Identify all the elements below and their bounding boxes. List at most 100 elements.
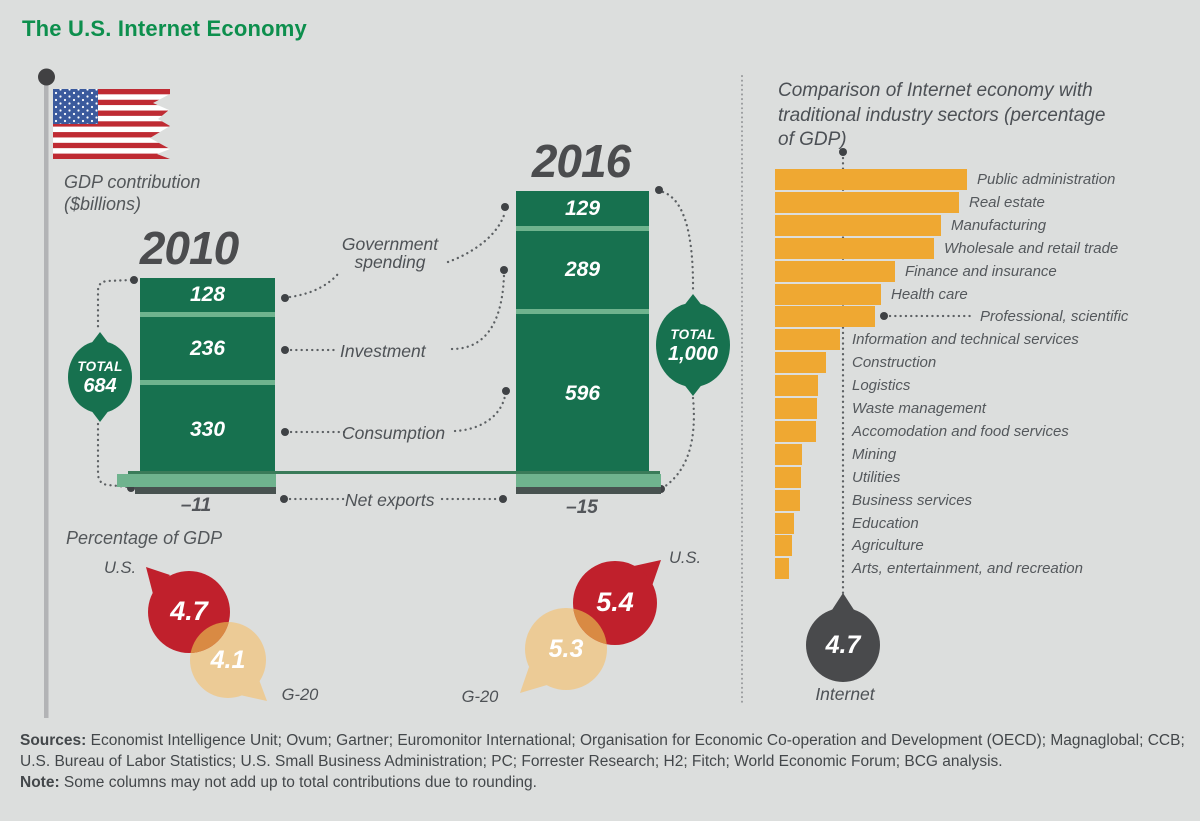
sector-label: Health care bbox=[891, 285, 968, 303]
sector-label: Professional, scientific bbox=[980, 308, 1129, 326]
sector-label: Construction bbox=[852, 354, 937, 372]
segment-investment-2016: 289 bbox=[516, 231, 649, 309]
sector-label: Arts, entertainment, and recreation bbox=[852, 560, 1083, 578]
bubble-pair-2016 bbox=[520, 560, 661, 693]
connector-dots bbox=[127, 148, 888, 503]
flagpole-ball bbox=[38, 68, 55, 86]
dotted-connectors bbox=[96, 156, 972, 598]
us-label-2016: U.S. bbox=[668, 549, 702, 567]
segment-consumption-2016: 596 bbox=[516, 314, 649, 474]
sector-bar bbox=[775, 398, 817, 419]
g20-label-2016: G-20 bbox=[461, 688, 499, 706]
sector-bar bbox=[775, 329, 840, 351]
note-line: Note: Some columns may not add up to tot… bbox=[20, 773, 537, 791]
sector-label: Education bbox=[852, 514, 919, 532]
g20-pct-2016: 5.3 bbox=[548, 635, 584, 663]
sector-label: Business services bbox=[852, 491, 973, 509]
sector-label: Real estate bbox=[969, 193, 1045, 211]
segment-government-2010: 128 bbox=[140, 278, 275, 312]
internet-pct-value: 4.7 bbox=[825, 631, 861, 659]
sector-bar bbox=[775, 237, 934, 259]
us-flag-icon bbox=[53, 89, 170, 159]
internet-label: Internet bbox=[815, 684, 875, 704]
sources-label: Sources: bbox=[20, 732, 87, 749]
sector-label: Information and technical services bbox=[852, 331, 1079, 349]
gdp-axis-label: GDP contribution ($billions) bbox=[64, 172, 201, 214]
flow-label-government: Government spending bbox=[341, 234, 439, 273]
segment-consumption-2010: 330 bbox=[140, 385, 275, 474]
sector-label: Mining bbox=[852, 445, 897, 463]
sector-bar bbox=[775, 352, 826, 374]
sector-label: Manufacturing bbox=[951, 216, 1047, 234]
us-pct-2016: 5.4 bbox=[596, 587, 634, 617]
sector-bar bbox=[775, 169, 967, 190]
total-badge-2010: TOTAL 684 bbox=[77, 359, 123, 397]
sector-bar bbox=[775, 489, 800, 511]
flow-label-consumption: Consumption bbox=[342, 423, 446, 443]
connector-total684-bottom bbox=[96, 422, 130, 489]
segment-separator bbox=[140, 380, 275, 385]
connector-gov-left bbox=[288, 272, 340, 299]
sector-bar bbox=[775, 466, 801, 488]
net-exports-value-2016: –15 bbox=[566, 497, 598, 518]
sector-label: Logistics bbox=[852, 377, 911, 395]
note-label: Note: bbox=[20, 773, 60, 791]
year-label-2010: 2010 bbox=[139, 222, 239, 274]
sector-label: Accomodation and food services bbox=[852, 422, 1069, 440]
sector-bar bbox=[775, 512, 794, 534]
sector-bar bbox=[775, 420, 816, 442]
sector-bar bbox=[775, 191, 959, 213]
segment-separator bbox=[140, 312, 275, 317]
zero-axis-line bbox=[128, 471, 660, 474]
sector-chart-title: Comparison of Internet economy with trad… bbox=[778, 80, 1106, 150]
g20-label-2010: G-20 bbox=[281, 686, 319, 704]
sector-bar bbox=[775, 375, 818, 397]
connector-inv-right bbox=[450, 273, 506, 351]
percentage-of-gdp-heading: Percentage of GDP bbox=[66, 528, 223, 548]
sector-bar bbox=[775, 283, 881, 305]
sector-label: Utilities bbox=[852, 468, 901, 486]
us-pct-2010: 4.7 bbox=[170, 596, 208, 626]
connector-total1000-top bbox=[661, 190, 695, 294]
sources-line: Sources: Economist Intelligence Unit; Ov… bbox=[20, 732, 1185, 770]
segment-separator bbox=[516, 309, 649, 314]
sector-bar bbox=[775, 535, 792, 557]
net-exports-bar-2016 bbox=[516, 487, 661, 494]
total-badge-2016-shape bbox=[656, 294, 730, 396]
connector-total1000-bottom bbox=[662, 396, 695, 489]
bubble-pair-2010 bbox=[146, 567, 267, 701]
page-title: The U.S. Internet Economy bbox=[22, 16, 307, 41]
axis-cap-2016 bbox=[516, 474, 661, 487]
sector-label: Public administration bbox=[977, 171, 1116, 188]
sector-bar bbox=[775, 443, 802, 465]
segment-government-2016: 129 bbox=[516, 191, 649, 226]
sector-label: Wholesale and retail trade bbox=[944, 239, 1119, 257]
sector-bar bbox=[775, 558, 789, 580]
sector-bar bbox=[775, 260, 895, 282]
sector-label: Waste management bbox=[852, 400, 986, 417]
year-label-2016: 2016 bbox=[531, 135, 631, 187]
stacked-column-2016: 129 289 596 bbox=[516, 191, 649, 474]
net-exports-bar-2010 bbox=[135, 487, 276, 494]
net-exports-value-2010: –11 bbox=[180, 495, 212, 516]
connector-total684-top bbox=[96, 278, 133, 332]
sector-bar bbox=[775, 306, 875, 328]
sector-label: Finance and insurance bbox=[905, 262, 1057, 280]
g20-pct-2010: 4.1 bbox=[210, 646, 246, 674]
stacked-column-2010: 128 236 330 bbox=[140, 278, 275, 474]
footer-notes: Sources: Economist Intelligence Unit; Ov… bbox=[20, 731, 1186, 793]
segment-separator bbox=[516, 226, 649, 231]
flow-label-net-exports: Net exports bbox=[345, 490, 435, 510]
us-label-2010: U.S. bbox=[103, 559, 137, 577]
segment-investment-2010: 236 bbox=[140, 317, 275, 380]
sector-bar bbox=[775, 214, 941, 236]
sector-label: Agriculture bbox=[852, 537, 924, 555]
flagpole bbox=[38, 68, 55, 718]
axis-cap-2010 bbox=[117, 474, 276, 487]
internet-bubble-shape bbox=[806, 593, 880, 682]
connector-con-right bbox=[453, 394, 507, 433]
flow-label-investment: Investment bbox=[340, 341, 426, 361]
total-badge-2010-shape bbox=[68, 332, 132, 422]
total-badge-2016: TOTAL 1,000 bbox=[667, 327, 719, 365]
